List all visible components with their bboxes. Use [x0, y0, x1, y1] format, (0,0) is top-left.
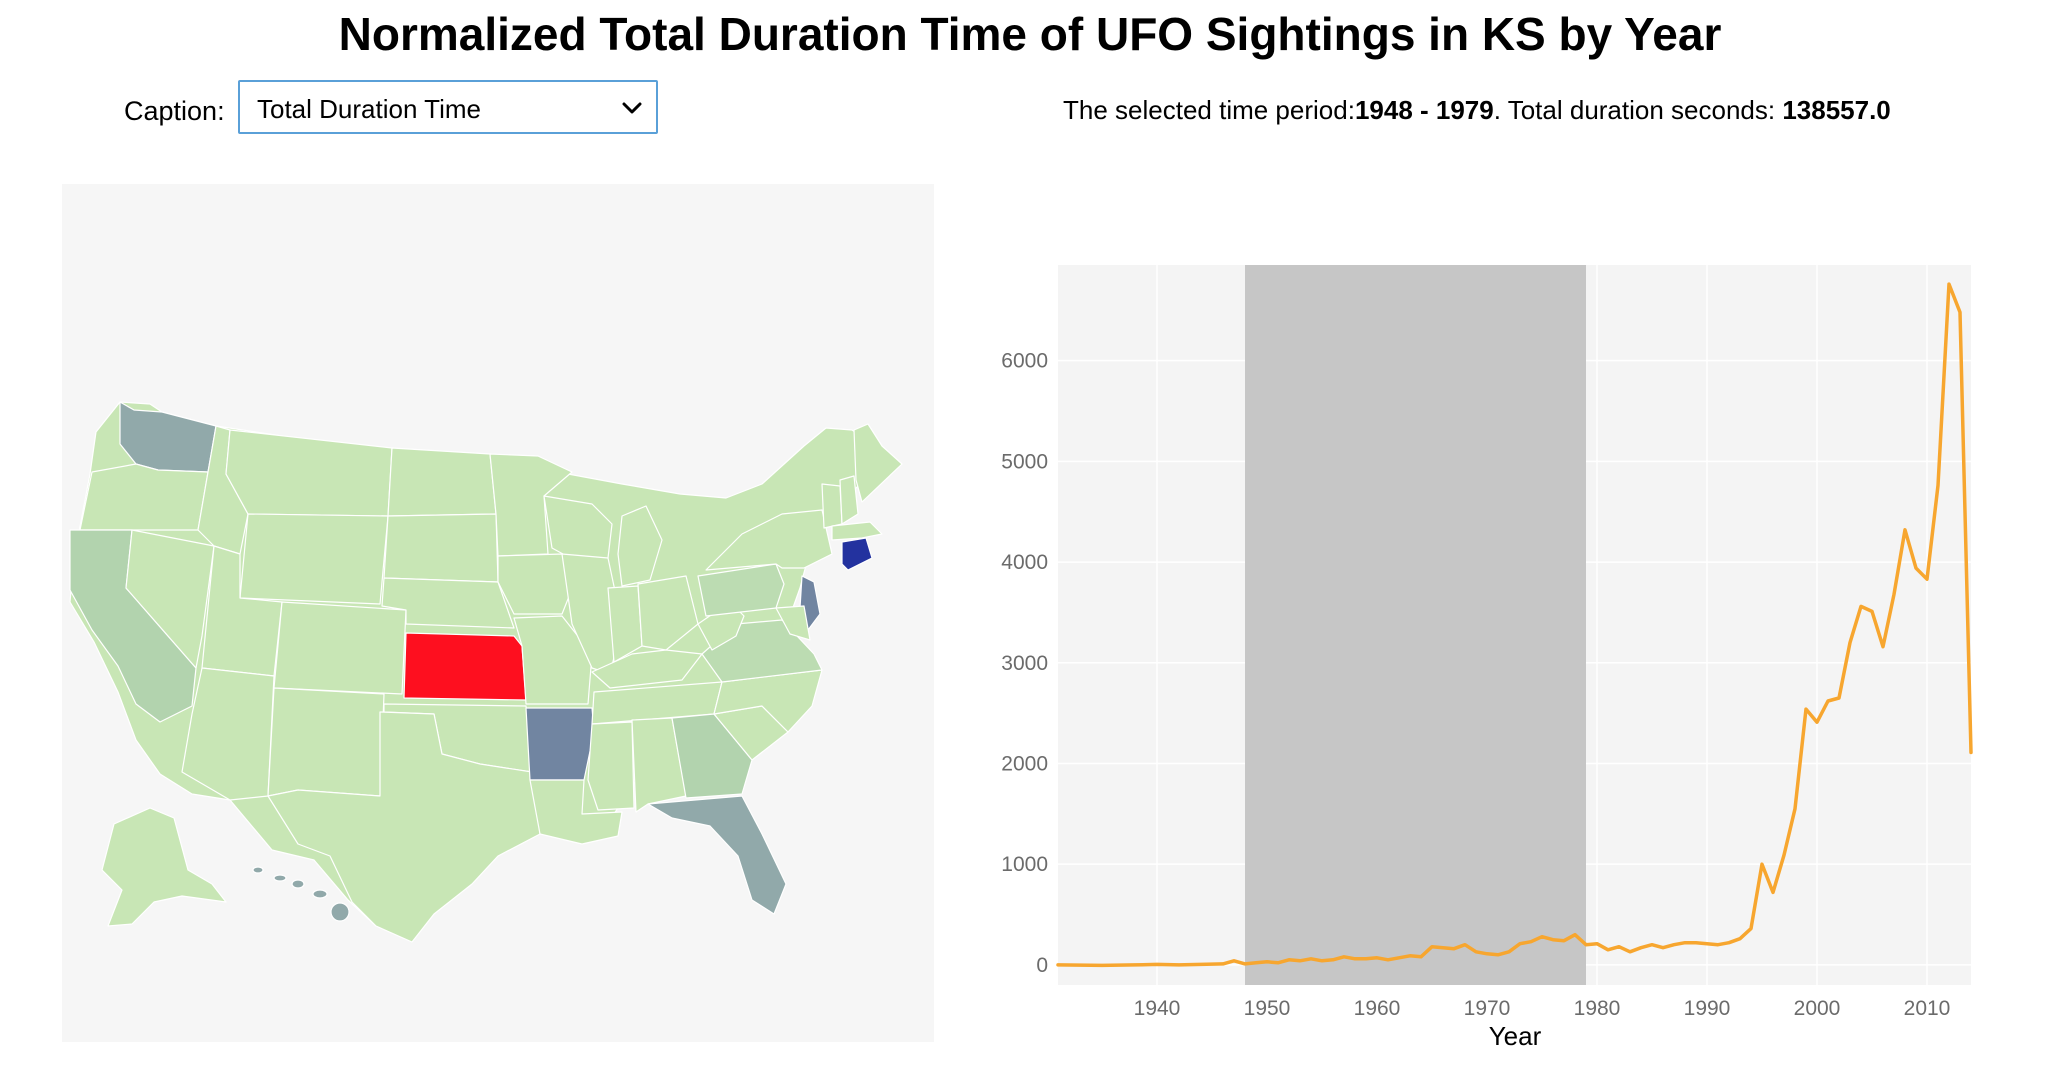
state-ND[interactable] — [387, 447, 497, 517]
selected-period: 1948 - 1979 — [1354, 95, 1494, 125]
state-AZ[interactable] — [181, 667, 275, 801]
state-MT[interactable] — [225, 429, 393, 517]
state-AK[interactable] — [101, 807, 227, 927]
state-ME[interactable] — [853, 423, 903, 503]
x-tick-label: 1940 — [1134, 997, 1181, 1020]
state-WY[interactable] — [239, 513, 389, 605]
state-AL[interactable] — [631, 717, 687, 813]
state-MN[interactable] — [489, 453, 573, 557]
x-tick-label: 2000 — [1794, 997, 1841, 1020]
state-WA[interactable] — [119, 401, 217, 473]
x-tick-label: 1990 — [1684, 997, 1731, 1020]
state-PA[interactable] — [697, 563, 785, 617]
state-HI[interactable] — [252, 866, 350, 922]
state-MI[interactable] — [617, 505, 663, 587]
y-tick-label: 0 — [1036, 954, 1048, 977]
state-SD[interactable] — [383, 513, 499, 583]
state-CT[interactable] — [841, 537, 873, 571]
state-MA[interactable] — [831, 521, 883, 541]
caption-select-value: Total Duration Time — [257, 94, 481, 124]
us-map — [69, 401, 903, 943]
x-tick-label: 1970 — [1464, 997, 1511, 1020]
period-info: The selected time period:1948 - 1979. To… — [1063, 93, 1891, 127]
state-IA[interactable] — [497, 553, 575, 615]
state-MS[interactable] — [587, 721, 635, 811]
total-duration-value: 138557.0 — [1782, 95, 1891, 125]
y-tick-label: 5000 — [1001, 450, 1048, 473]
state-NM[interactable] — [267, 687, 385, 797]
period-prefix: The selected time period: — [1063, 95, 1355, 125]
y-tick-label: 1000 — [1001, 853, 1048, 876]
page-title: Normalized Total Duration Time of UFO Si… — [338, 8, 1722, 60]
us-map-panel — [62, 184, 934, 1042]
state-TX[interactable] — [267, 711, 541, 943]
line-chart: 1940 1950 1960 1970 1980 1990 2000 2010 0 1000 200… — [980, 230, 2040, 1060]
caption-select[interactable]: Total Duration Time — [238, 80, 658, 134]
axes: 1940 1950 1960 1970 1980 1990 2000 2010 0 1000 200… — [1001, 350, 1950, 1020]
state-AR[interactable] — [525, 707, 595, 781]
series-line — [1056, 282, 1973, 968]
state-MD[interactable] — [775, 605, 811, 641]
state-MO[interactable] — [513, 615, 593, 705]
chevron-down-icon — [622, 102, 642, 114]
x-tick-label: 2010 — [1904, 997, 1951, 1020]
state-LA[interactable] — [529, 779, 623, 845]
y-tick-label: 2000 — [1001, 752, 1048, 775]
state-GA[interactable] — [671, 713, 753, 799]
selected-period-highlight[interactable] — [1245, 265, 1586, 985]
caption-label: Caption: — [124, 96, 225, 126]
state-NY[interactable] — [705, 509, 833, 571]
state-KS[interactable] — [403, 632, 527, 701]
state-OR[interactable] — [79, 463, 209, 531]
y-tick-label: 4000 — [1001, 551, 1048, 574]
x-tick-label: 1960 — [1354, 997, 1401, 1020]
x-axis-title: Year — [1489, 1021, 1542, 1051]
state-NH[interactable] — [839, 475, 859, 525]
state-FL[interactable] — [647, 795, 787, 915]
x-tick-label: 1980 — [1574, 997, 1621, 1020]
state-NV[interactable] — [125, 529, 215, 669]
y-tick-label: 6000 — [1001, 350, 1048, 373]
line-chart-svg: 1940 1950 1960 1970 1980 1990 2000 2010 0 1000 200… — [1001, 265, 1973, 1051]
x-tick-label: 1950 — [1244, 997, 1291, 1020]
state-OH[interactable] — [637, 575, 699, 651]
period-middle: . Total duration seconds: — [1493, 95, 1783, 125]
state-CO[interactable] — [273, 601, 407, 695]
state-VT[interactable] — [821, 483, 843, 529]
y-tick-label: 3000 — [1001, 652, 1048, 675]
